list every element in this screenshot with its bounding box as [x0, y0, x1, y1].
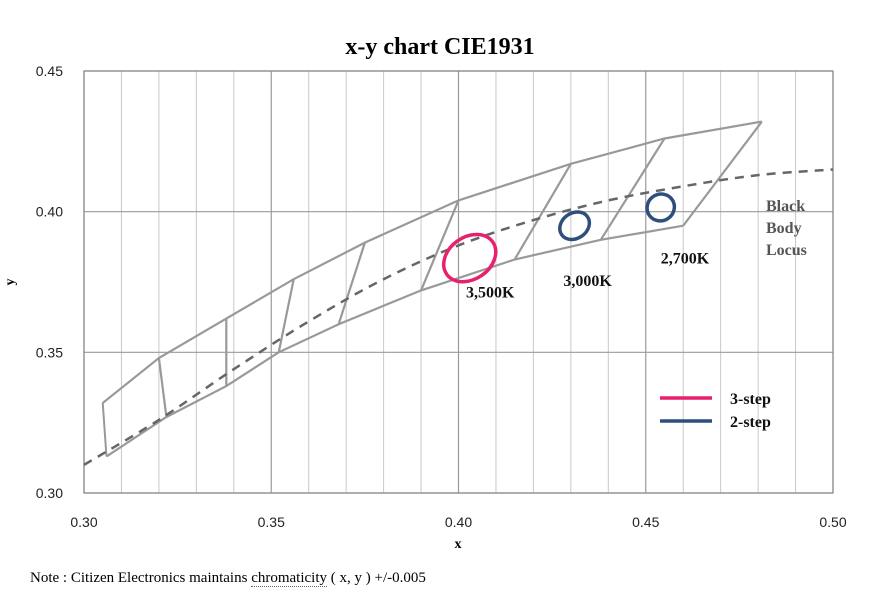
bin-divider: [277, 278, 295, 353]
x-tick-label: 0.30: [70, 514, 97, 530]
cct-label: 3,000K: [563, 273, 612, 290]
ellipse-3000k: [558, 210, 592, 242]
legend: 3-step 2-step: [660, 391, 771, 431]
macadam-ellipses: [441, 192, 677, 284]
color-bins: [101, 120, 763, 458]
y-axis-label: y: [3, 279, 18, 286]
chromaticity-chart: x-y chart CIE1931 3,500K 3,000K 2,700K 0.3…: [3, 34, 847, 552]
y-tick-label: 0.45: [36, 63, 63, 79]
note-dotted-word: chromaticity: [251, 570, 328, 587]
x-tick-label: 0.35: [258, 514, 285, 530]
cct-labels: 3,500K 3,000K 2,700K: [466, 251, 710, 302]
bin-upper-boundary: [102, 120, 762, 404]
x-tick-label: 0.40: [445, 514, 472, 530]
ellipse-2700k: [645, 192, 677, 223]
axis-ticks: 0.30 0.35 0.40 0.45 0.50 0.30 0.35 0.40 0.45: [36, 63, 847, 530]
legend-label: 2-step: [730, 414, 771, 431]
y-tick-label: 0.40: [36, 204, 63, 220]
grid: [83, 70, 834, 494]
bin-divider: [157, 357, 168, 418]
cct-label: 3,500K: [466, 284, 515, 301]
x-axis-label: x: [455, 537, 462, 552]
y-tick-label: 0.30: [36, 485, 63, 501]
plot-frame: [83, 70, 834, 494]
x-tick-label: 0.50: [819, 514, 846, 530]
black-body-locus-label: Black Body Locus: [766, 198, 807, 259]
black-body-label-line: Black: [766, 198, 805, 215]
black-body-label-line: Locus: [766, 242, 807, 259]
ellipse-3500k: [441, 232, 498, 284]
bin-divider: [420, 199, 460, 291]
legend-label: 3-step: [730, 391, 771, 408]
bin-left-edge: [101, 402, 108, 457]
bin-lower-boundary: [105, 224, 684, 458]
note-suffix: ( x, y ) +/-0.005: [327, 570, 426, 586]
bin-divider: [599, 137, 666, 241]
note-prefix: Note : Citizen Electronics maintains: [30, 570, 252, 586]
cct-label: 2,700K: [661, 251, 710, 268]
chromaticity-note: Note : Citizen Electronics maintains chr…: [30, 570, 426, 587]
bin-divider: [513, 163, 572, 261]
black-body-label-line: Body: [766, 220, 802, 237]
bin-right-edge: [682, 120, 763, 227]
y-tick-label: 0.35: [36, 344, 63, 360]
bin-divider: [337, 242, 366, 325]
chart-title: x-y chart CIE1931: [345, 34, 534, 60]
x-tick-label: 0.45: [632, 514, 659, 530]
